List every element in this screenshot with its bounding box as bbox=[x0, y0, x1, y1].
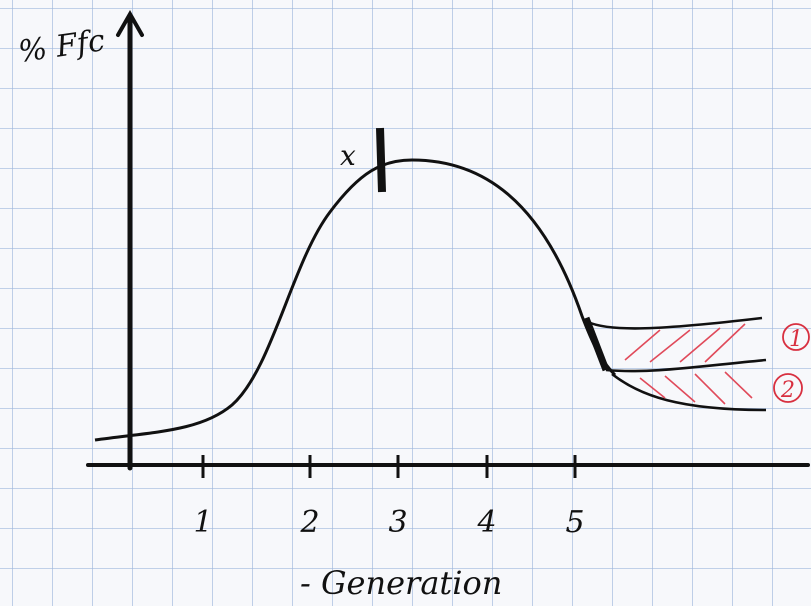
sketch: % Ffc - Generation x 1 2 12345 bbox=[0, 0, 811, 606]
x-tick-label: 4 bbox=[476, 505, 496, 540]
branch-label: 2 bbox=[780, 378, 795, 403]
peak-mark: x bbox=[340, 139, 356, 172]
branch-label: 1 bbox=[789, 327, 803, 352]
peak-bar bbox=[380, 128, 382, 192]
x-label: - Generation bbox=[300, 564, 502, 602]
x-tick-label: 1 bbox=[193, 505, 212, 540]
x-tick-label: 5 bbox=[565, 505, 584, 540]
x-tick-label: 3 bbox=[388, 505, 407, 540]
x-tick-label: 2 bbox=[299, 505, 319, 540]
